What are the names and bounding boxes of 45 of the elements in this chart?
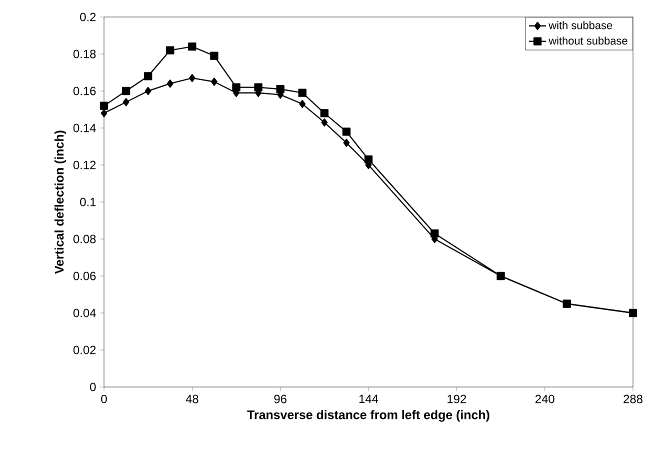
legend-label: without subbase <box>548 36 628 45</box>
point <box>188 74 196 82</box>
point <box>276 85 284 94</box>
x-tick-label: 144 <box>359 394 378 403</box>
point <box>342 128 351 136</box>
y-tick-label: 0.08 <box>73 234 96 244</box>
y-axis-title: Vertical deflection (inch) <box>54 130 66 274</box>
point <box>188 42 196 51</box>
y-tick-label: 0.14 <box>73 124 96 132</box>
y-tick-label: 0.16 <box>73 86 96 96</box>
point <box>298 88 306 97</box>
x-tick-label: 96 <box>274 394 286 404</box>
point <box>321 118 328 127</box>
point <box>254 83 262 92</box>
y-tick-label: 0.1 <box>80 198 96 206</box>
point <box>364 155 373 164</box>
point <box>232 83 240 92</box>
y-tick-label: 0.2 <box>80 12 96 22</box>
x-tick-label: 240 <box>535 394 554 404</box>
point <box>100 102 108 110</box>
point <box>100 109 108 118</box>
point <box>210 52 218 60</box>
point <box>166 80 174 88</box>
y-tick-label: 0.12 <box>73 160 96 170</box>
y-tick-label: 0.04 <box>73 308 96 318</box>
point <box>144 72 152 80</box>
point <box>210 78 218 86</box>
point <box>122 86 130 96</box>
y-tick-label: 0 <box>90 382 96 392</box>
point <box>166 46 174 54</box>
x-tick-label: 0 <box>101 394 107 404</box>
x-tick-label: 192 <box>448 394 466 404</box>
point <box>144 86 152 96</box>
point <box>430 229 439 238</box>
x-axis-title: Transverse distance from left edge (inch) <box>247 410 490 422</box>
y-tick-label: 0.06 <box>73 272 96 280</box>
y-tick-label: 0.02 <box>73 346 96 354</box>
x-tick-label: 288 <box>624 394 642 404</box>
point <box>299 100 306 108</box>
point <box>320 109 329 118</box>
legend-label: with subbase <box>548 21 612 30</box>
point <box>122 98 130 106</box>
x-tick-label: 48 <box>186 394 198 404</box>
y-tick-label: 0.18 <box>73 50 96 58</box>
point <box>343 138 350 147</box>
